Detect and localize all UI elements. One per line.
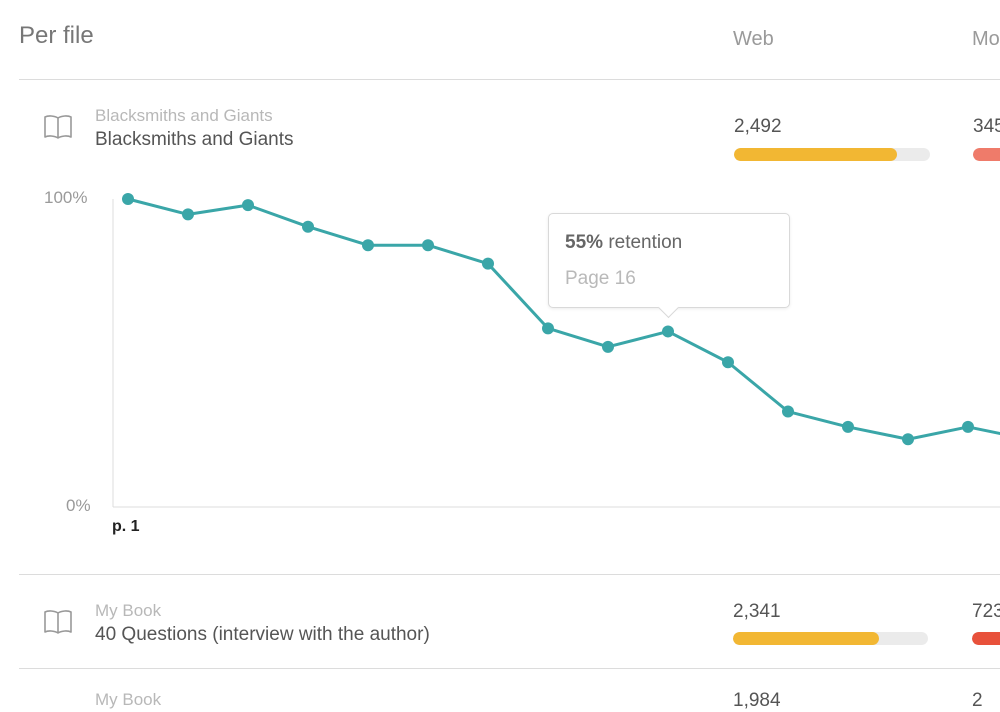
data-point[interactable] — [182, 208, 194, 221]
file-title[interactable]: Blacksmiths and Giants — [95, 129, 294, 150]
data-point[interactable] — [662, 325, 674, 338]
data-point[interactable] — [722, 356, 734, 369]
data-point[interactable] — [122, 193, 134, 205]
web-views-value: 1,984 — [733, 690, 781, 711]
mobile-views-value: 2 — [972, 690, 983, 711]
row-divider — [19, 574, 1000, 575]
web-views-bar — [734, 148, 930, 161]
retention-chart — [112, 193, 1000, 508]
file-title[interactable]: 40 Questions (interview with the author) — [95, 624, 430, 645]
row-divider — [19, 668, 1000, 669]
mobile-views-bar — [972, 632, 1000, 645]
data-point[interactable] — [962, 420, 974, 433]
section-title: Per file — [19, 22, 94, 49]
mobile-views-bar-fill — [973, 148, 1000, 161]
retention-tooltip: 55% retention Page 16 — [548, 213, 790, 319]
data-point[interactable] — [242, 199, 254, 212]
data-point[interactable] — [302, 220, 314, 233]
mobile-views-value: 345 — [973, 116, 1000, 137]
mobile-views-bar-fill — [972, 632, 1000, 645]
retention-line — [127, 197, 1000, 441]
column-header-mobile[interactable]: Mo — [972, 28, 1000, 50]
data-point[interactable] — [602, 340, 614, 353]
tooltip-percent: 55% — [565, 232, 604, 253]
web-views-value: 2,341 — [733, 601, 781, 622]
header-divider — [19, 79, 1000, 80]
mobile-views-value: 723 — [972, 601, 1000, 622]
data-point[interactable] — [842, 420, 854, 433]
data-point[interactable] — [482, 257, 494, 270]
file-subtitle: My Book — [95, 601, 162, 620]
y-tick-label-max: 100% — [44, 188, 88, 207]
book-icon — [43, 609, 73, 635]
x-tick-label: p. 1 — [112, 518, 140, 535]
file-subtitle: Blacksmiths and Giants — [95, 106, 273, 125]
data-point[interactable] — [542, 322, 554, 335]
column-header-web[interactable]: Web — [733, 28, 774, 50]
web-views-value: 2,492 — [734, 116, 782, 137]
y-tick-label-min: 0% — [66, 496, 91, 515]
web-views-bar-fill — [734, 148, 897, 161]
tooltip-label: retention — [608, 232, 683, 253]
data-point[interactable] — [422, 239, 434, 252]
book-icon — [43, 114, 73, 140]
file-subtitle: My Book — [95, 690, 162, 709]
web-views-bar-fill — [733, 632, 880, 645]
data-point[interactable] — [782, 405, 794, 418]
mobile-views-bar — [973, 148, 1000, 161]
data-point[interactable] — [902, 433, 914, 446]
tooltip-page: Page 16 — [565, 268, 636, 289]
web-views-bar — [733, 632, 928, 645]
data-point[interactable] — [362, 239, 374, 252]
